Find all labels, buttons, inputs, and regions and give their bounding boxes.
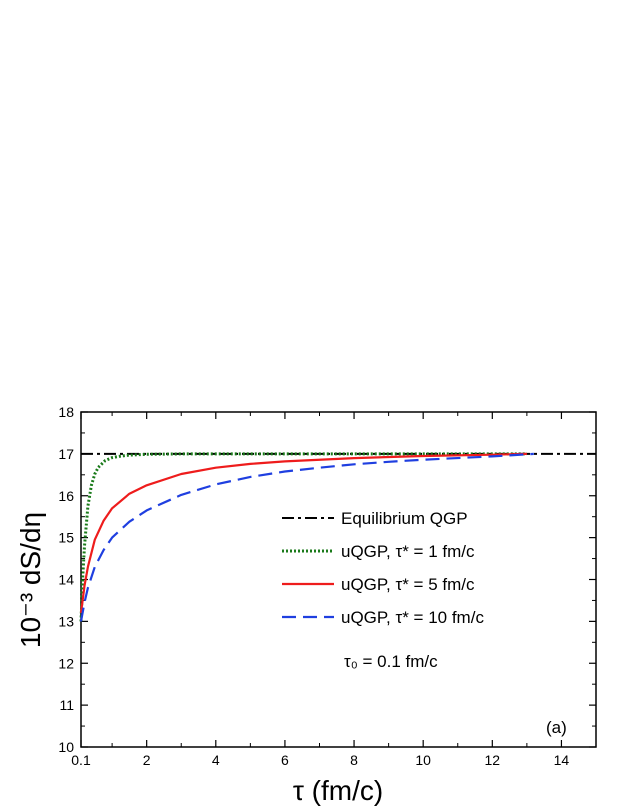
x-tick-label: 4 xyxy=(212,752,220,768)
series-line-4 xyxy=(79,452,534,622)
y-axis-title: 10⁻³ dS/dη xyxy=(15,512,46,648)
x-tick-label: 8 xyxy=(350,752,358,768)
legend-label-4: uQGP, τ* = 10 fm/c xyxy=(341,608,484,627)
legend-label-2: uQGP, τ* = 1 fm/c xyxy=(341,542,475,561)
axis-ticks xyxy=(80,411,597,748)
tau0-annotation: τ₀ = 0.1 fm/c xyxy=(344,652,438,671)
tick-labels: 0.1 2 4 6 8 10 12 14 10 11 12 13 14 15 16 17 18 xyxy=(58,404,569,768)
y-tick-label: 12 xyxy=(58,655,74,671)
x-tick-label: 14 xyxy=(554,752,570,768)
legend: Equilibrium QGP uQGP, τ* = 1 fm/c uQGP, τ*… xyxy=(282,509,484,627)
x-tick-label: 6 xyxy=(281,752,289,768)
y-tick-label: 15 xyxy=(58,530,74,546)
legend-label-1: Equilibrium QGP xyxy=(341,509,468,528)
y-tick-label: 16 xyxy=(58,488,74,504)
x-axis-title: τ (fm/c) xyxy=(293,775,383,806)
series-line-3 xyxy=(79,452,527,614)
y-tick-label: 13 xyxy=(58,613,74,629)
x-tick-label: 2 xyxy=(143,752,151,768)
x-tick-label: 0.1 xyxy=(71,752,91,768)
y-tick-label: 17 xyxy=(58,446,74,462)
y-tick-label: 14 xyxy=(58,572,74,588)
x-tick-label: 10 xyxy=(415,752,431,768)
y-tick-label: 10 xyxy=(58,739,74,755)
legend-label-3: uQGP, τ* = 5 fm/c xyxy=(341,575,475,594)
x-tick-label: 12 xyxy=(485,752,501,768)
series-line-2 xyxy=(79,452,527,622)
series-lines xyxy=(79,452,596,622)
y-tick-label: 18 xyxy=(58,404,74,420)
plot-frame xyxy=(80,411,597,748)
y-tick-label: 11 xyxy=(59,697,74,713)
panel-label: (a) xyxy=(546,718,567,737)
